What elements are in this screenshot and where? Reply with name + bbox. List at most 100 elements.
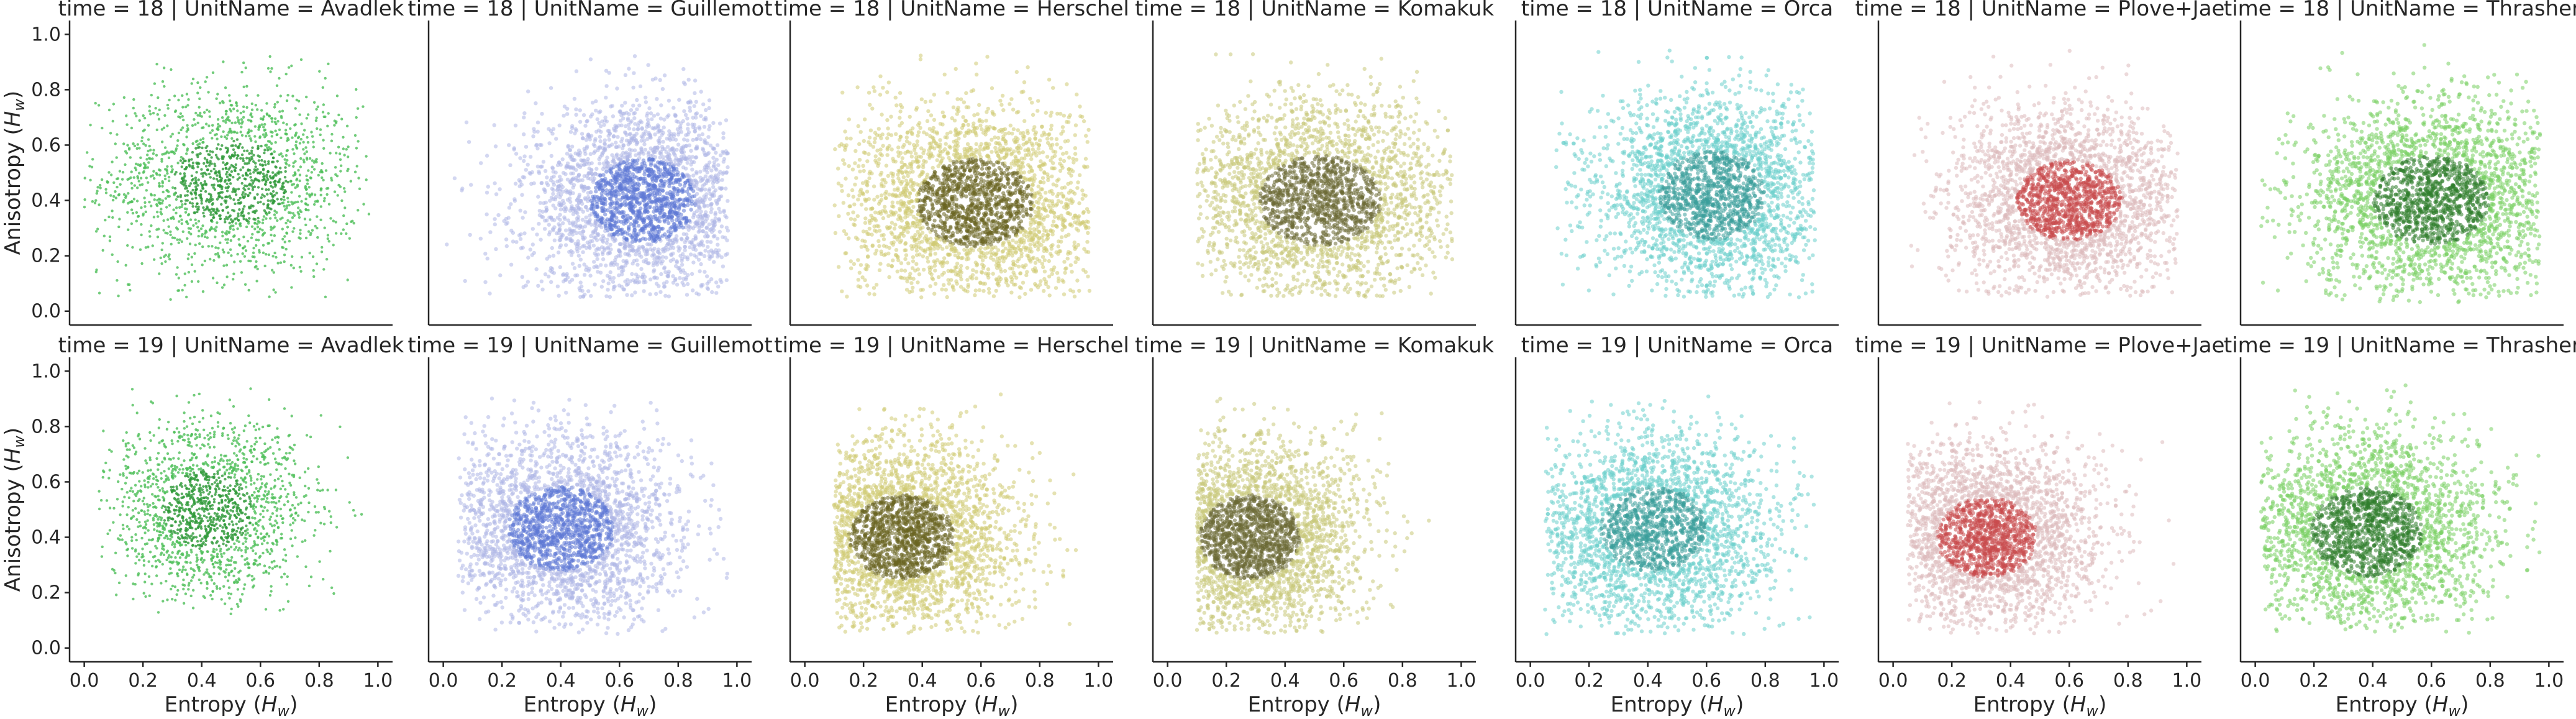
scatter-point — [463, 278, 467, 283]
scatter-point — [565, 161, 570, 166]
scatter-point — [837, 144, 842, 148]
scatter-point — [655, 112, 660, 117]
scatter-point — [688, 157, 693, 162]
scatter-point — [570, 124, 575, 129]
scatter-point — [198, 229, 201, 232]
scatter-point — [262, 115, 266, 118]
scatter-point — [229, 196, 232, 200]
scatter-point — [521, 245, 525, 250]
scatter-point — [286, 196, 289, 199]
scatter-point — [187, 98, 190, 101]
scatter-point — [273, 121, 276, 124]
scatter-point — [318, 70, 321, 73]
scatter-point — [601, 239, 606, 244]
scatter-point — [171, 216, 175, 219]
scatter-point — [229, 166, 232, 169]
scatter-point — [530, 242, 535, 247]
scatter-point — [595, 117, 599, 122]
scatter-point — [253, 227, 257, 231]
scatter-point — [241, 195, 245, 199]
scatter-point — [276, 133, 279, 136]
scatter-point — [181, 106, 184, 109]
scatter-point — [208, 115, 211, 118]
scatter-point — [641, 247, 646, 251]
scatter-point — [630, 272, 634, 277]
scatter-point — [645, 209, 649, 214]
scatter-point — [581, 113, 586, 117]
scatter-point — [612, 284, 617, 289]
scatter-point — [596, 232, 601, 237]
scatter-point — [276, 120, 280, 123]
scatter-point — [315, 108, 318, 111]
scatter-point — [324, 169, 328, 172]
scatter-point — [679, 130, 684, 134]
scatter-point — [724, 118, 729, 122]
scatter-point — [221, 167, 225, 171]
scatter-point — [627, 66, 631, 71]
scatter-point — [285, 204, 289, 208]
scatter-point — [711, 250, 716, 255]
scatter-point — [534, 267, 539, 272]
scatter-point — [131, 245, 134, 249]
scatter-point — [153, 198, 156, 201]
scatter-point — [159, 211, 162, 214]
scatter-point — [1051, 86, 1055, 90]
scatter-point — [335, 94, 339, 98]
scatter-point — [175, 198, 178, 201]
scatter-point — [611, 114, 616, 119]
scatter-point — [185, 135, 188, 139]
scatter-point — [719, 194, 724, 199]
scatter-point — [263, 160, 266, 163]
scatter-point — [323, 197, 326, 200]
scatter-point — [680, 237, 684, 242]
y-tick-label: 0.8 — [31, 79, 61, 101]
scatter-point — [611, 280, 616, 284]
scatter-point — [132, 98, 135, 101]
scatter-point — [260, 196, 263, 199]
scatter-point — [173, 236, 176, 240]
scatter-point — [232, 108, 235, 111]
scatter-point — [221, 144, 224, 147]
scatter-point — [193, 270, 196, 273]
scatter-point — [214, 170, 217, 173]
scatter-point — [1021, 199, 1026, 203]
scatter-point — [232, 272, 235, 275]
scatter-point — [593, 223, 597, 227]
scatter-point — [230, 163, 233, 167]
scatter-point — [604, 294, 609, 298]
scatter-point — [299, 58, 303, 62]
scatter-point — [568, 148, 572, 152]
scatter-point — [160, 157, 163, 161]
scatter-point — [582, 262, 586, 267]
scatter-point — [217, 255, 221, 259]
scatter-point — [657, 235, 662, 239]
scatter-point — [304, 223, 307, 227]
scatter-point — [511, 239, 516, 244]
scatter-point — [303, 218, 307, 221]
scatter-point — [690, 167, 694, 172]
scatter-point — [581, 250, 585, 254]
scatter-point — [316, 127, 319, 131]
scatter-point — [225, 151, 229, 154]
scatter-point — [955, 262, 960, 266]
scatter-point — [916, 134, 920, 138]
y-tick-label: 0.6 — [31, 134, 61, 156]
scatter-point — [310, 131, 313, 134]
scatter-point — [198, 97, 201, 101]
scatter-point — [299, 229, 302, 232]
scatter-point — [186, 149, 189, 152]
scatter-point — [564, 165, 568, 170]
scatter-point — [170, 242, 173, 245]
scatter-point — [263, 264, 266, 268]
scatter-point — [235, 101, 238, 105]
scatter-point — [193, 252, 196, 255]
scatter-point — [181, 115, 184, 118]
scatter-point — [308, 157, 312, 160]
scatter-point — [180, 181, 183, 184]
scatter-point — [140, 262, 143, 265]
scatter-point — [630, 261, 635, 266]
scatter-point — [168, 257, 171, 261]
scatter-point — [649, 247, 653, 252]
scatter-point — [576, 149, 581, 153]
scatter-point — [659, 272, 663, 277]
